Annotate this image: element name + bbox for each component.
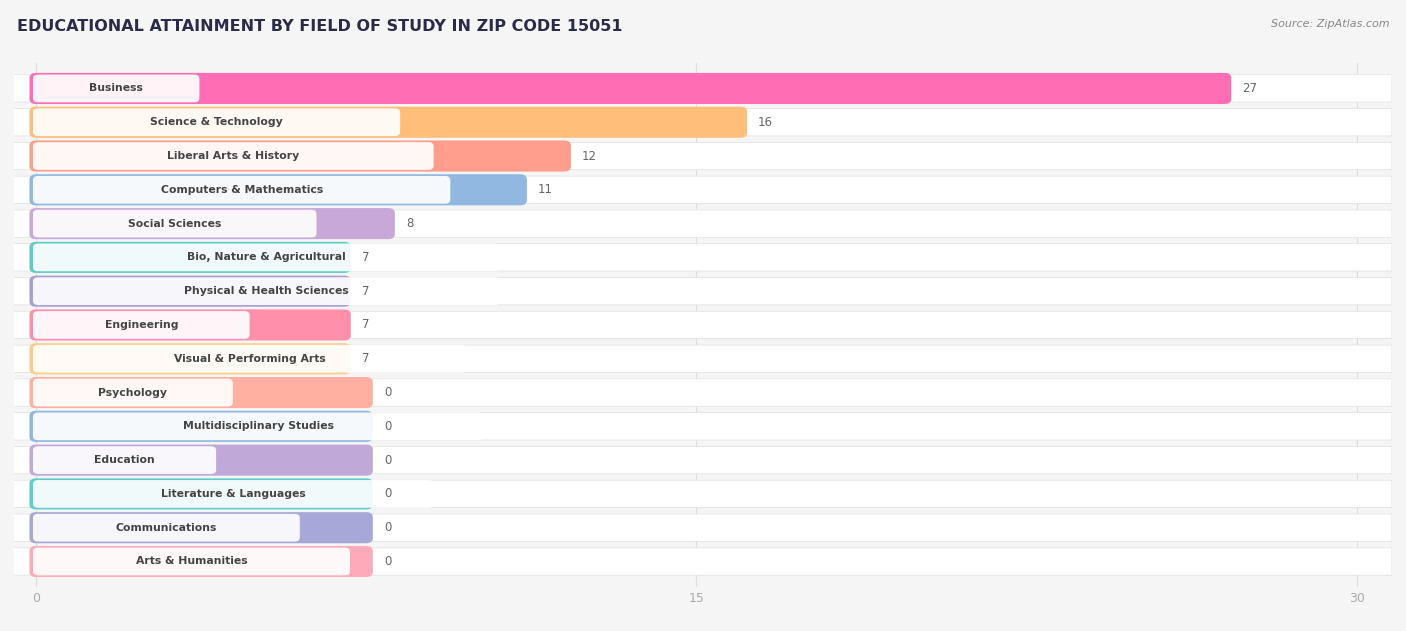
FancyBboxPatch shape <box>1 244 1392 271</box>
FancyBboxPatch shape <box>30 546 373 577</box>
Text: 7: 7 <box>361 319 370 331</box>
FancyBboxPatch shape <box>1 480 1392 507</box>
Text: Science & Technology: Science & Technology <box>150 117 283 127</box>
FancyBboxPatch shape <box>30 141 571 172</box>
Text: 0: 0 <box>384 521 391 534</box>
FancyBboxPatch shape <box>32 446 217 474</box>
FancyBboxPatch shape <box>1 109 1392 136</box>
Text: 0: 0 <box>384 386 391 399</box>
FancyBboxPatch shape <box>30 242 352 273</box>
FancyBboxPatch shape <box>32 345 467 373</box>
FancyBboxPatch shape <box>30 107 747 138</box>
Text: Engineering: Engineering <box>104 320 179 330</box>
Text: Business: Business <box>89 83 143 93</box>
FancyBboxPatch shape <box>1 548 1392 575</box>
Text: 27: 27 <box>1243 82 1257 95</box>
FancyBboxPatch shape <box>1 514 1392 541</box>
Text: Communications: Communications <box>115 522 217 533</box>
FancyBboxPatch shape <box>1 210 1392 237</box>
Text: Education: Education <box>94 455 155 465</box>
Text: EDUCATIONAL ATTAINMENT BY FIELD OF STUDY IN ZIP CODE 15051: EDUCATIONAL ATTAINMENT BY FIELD OF STUDY… <box>17 19 623 34</box>
Text: 0: 0 <box>384 420 391 433</box>
Text: 16: 16 <box>758 115 773 129</box>
FancyBboxPatch shape <box>32 109 401 136</box>
FancyBboxPatch shape <box>1 311 1392 339</box>
FancyBboxPatch shape <box>32 548 350 575</box>
FancyBboxPatch shape <box>1 447 1392 474</box>
FancyBboxPatch shape <box>32 514 299 541</box>
FancyBboxPatch shape <box>32 480 433 508</box>
FancyBboxPatch shape <box>1 379 1392 406</box>
Text: Arts & Humanities: Arts & Humanities <box>135 557 247 567</box>
Text: 12: 12 <box>582 150 598 163</box>
FancyBboxPatch shape <box>30 343 352 374</box>
FancyBboxPatch shape <box>32 413 484 440</box>
FancyBboxPatch shape <box>1 143 1392 170</box>
Text: 7: 7 <box>361 251 370 264</box>
FancyBboxPatch shape <box>32 244 501 271</box>
FancyBboxPatch shape <box>30 411 373 442</box>
Text: Multidisciplinary Studies: Multidisciplinary Studies <box>183 422 333 432</box>
FancyBboxPatch shape <box>32 277 501 305</box>
FancyBboxPatch shape <box>30 309 352 341</box>
FancyBboxPatch shape <box>32 142 433 170</box>
Text: Visual & Performing Arts: Visual & Performing Arts <box>174 354 326 363</box>
FancyBboxPatch shape <box>30 478 373 509</box>
FancyBboxPatch shape <box>1 413 1392 440</box>
Text: Bio, Nature & Agricultural: Bio, Nature & Agricultural <box>187 252 346 262</box>
Text: Source: ZipAtlas.com: Source: ZipAtlas.com <box>1271 19 1389 29</box>
Text: Physical & Health Sciences: Physical & Health Sciences <box>184 286 349 296</box>
Text: 7: 7 <box>361 285 370 298</box>
Text: 0: 0 <box>384 555 391 568</box>
FancyBboxPatch shape <box>30 276 352 307</box>
FancyBboxPatch shape <box>32 74 200 102</box>
Text: 8: 8 <box>406 217 413 230</box>
Text: 7: 7 <box>361 352 370 365</box>
FancyBboxPatch shape <box>32 176 450 204</box>
FancyBboxPatch shape <box>30 512 373 543</box>
Text: Computers & Mathematics: Computers & Mathematics <box>160 185 323 195</box>
FancyBboxPatch shape <box>1 74 1392 102</box>
Text: 0: 0 <box>384 487 391 500</box>
Text: 0: 0 <box>384 454 391 466</box>
FancyBboxPatch shape <box>30 377 373 408</box>
FancyBboxPatch shape <box>30 174 527 205</box>
FancyBboxPatch shape <box>32 209 316 237</box>
Text: Social Sciences: Social Sciences <box>128 218 221 228</box>
FancyBboxPatch shape <box>30 73 1232 104</box>
FancyBboxPatch shape <box>1 278 1392 305</box>
FancyBboxPatch shape <box>32 379 233 406</box>
Text: Literature & Languages: Literature & Languages <box>160 489 305 499</box>
Text: 11: 11 <box>538 184 553 196</box>
FancyBboxPatch shape <box>30 445 373 476</box>
FancyBboxPatch shape <box>30 208 395 239</box>
FancyBboxPatch shape <box>1 176 1392 203</box>
Text: Psychology: Psychology <box>98 387 167 398</box>
Text: Liberal Arts & History: Liberal Arts & History <box>167 151 299 161</box>
FancyBboxPatch shape <box>32 311 250 339</box>
FancyBboxPatch shape <box>1 345 1392 372</box>
